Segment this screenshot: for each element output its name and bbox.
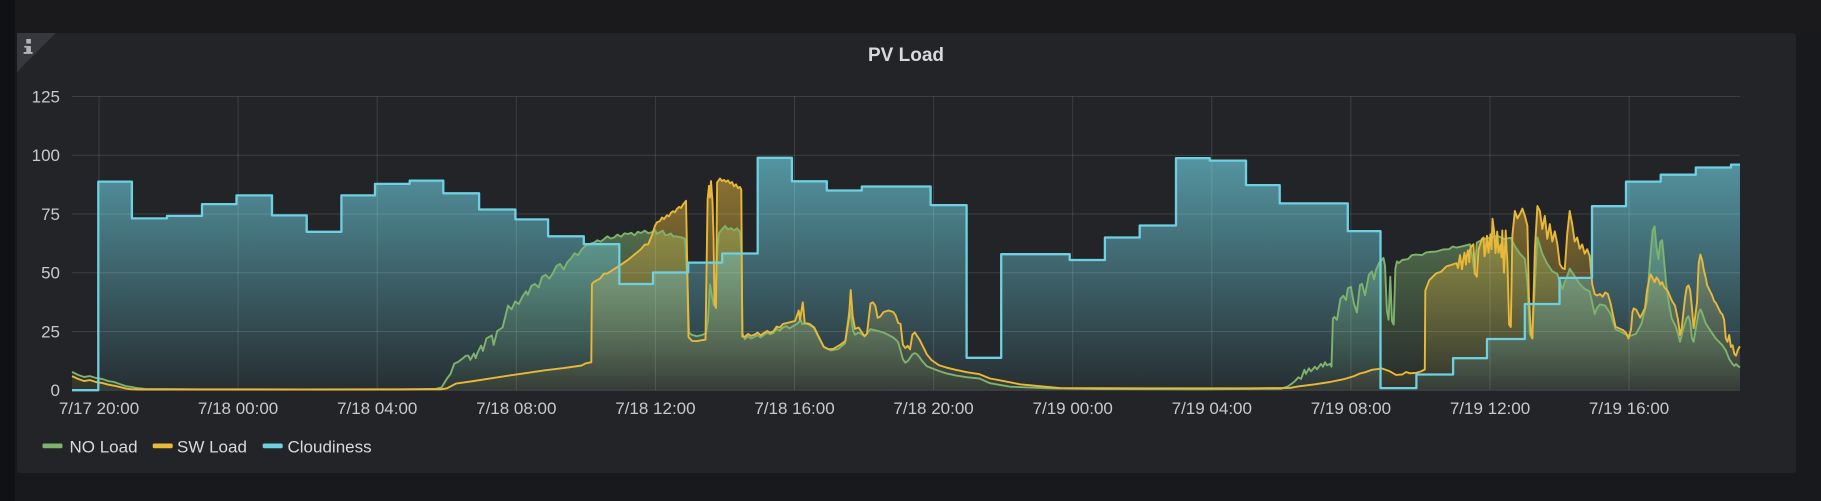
svg-text:SW Load: SW Load — [177, 438, 247, 457]
svg-text:7/19 08:00: 7/19 08:00 — [1311, 399, 1391, 418]
svg-text:NO Load: NO Load — [70, 438, 138, 457]
svg-text:7/18 12:00: 7/18 12:00 — [615, 399, 695, 418]
svg-text:100: 100 — [32, 146, 60, 165]
svg-text:7/19 12:00: 7/19 12:00 — [1450, 399, 1530, 418]
svg-text:75: 75 — [41, 205, 60, 224]
svg-text:7/19 04:00: 7/19 04:00 — [1172, 399, 1252, 418]
svg-text:25: 25 — [41, 323, 60, 342]
svg-text:50: 50 — [41, 264, 60, 283]
svg-text:PV Load: PV Load — [868, 45, 944, 66]
svg-text:7/19 00:00: 7/19 00:00 — [1033, 399, 1113, 418]
svg-text:0: 0 — [51, 381, 60, 400]
svg-text:7/17 20:00: 7/17 20:00 — [59, 399, 139, 418]
svg-text:7/18 04:00: 7/18 04:00 — [337, 399, 417, 418]
svg-text:7/18 20:00: 7/18 20:00 — [893, 399, 973, 418]
svg-text:7/18 00:00: 7/18 00:00 — [198, 399, 278, 418]
svg-text:125: 125 — [32, 88, 60, 107]
svg-text:7/19 16:00: 7/19 16:00 — [1589, 399, 1669, 418]
svg-text:7/18 08:00: 7/18 08:00 — [476, 399, 556, 418]
svg-text:Cloudiness: Cloudiness — [288, 438, 372, 457]
svg-text:7/18 16:00: 7/18 16:00 — [754, 399, 834, 418]
